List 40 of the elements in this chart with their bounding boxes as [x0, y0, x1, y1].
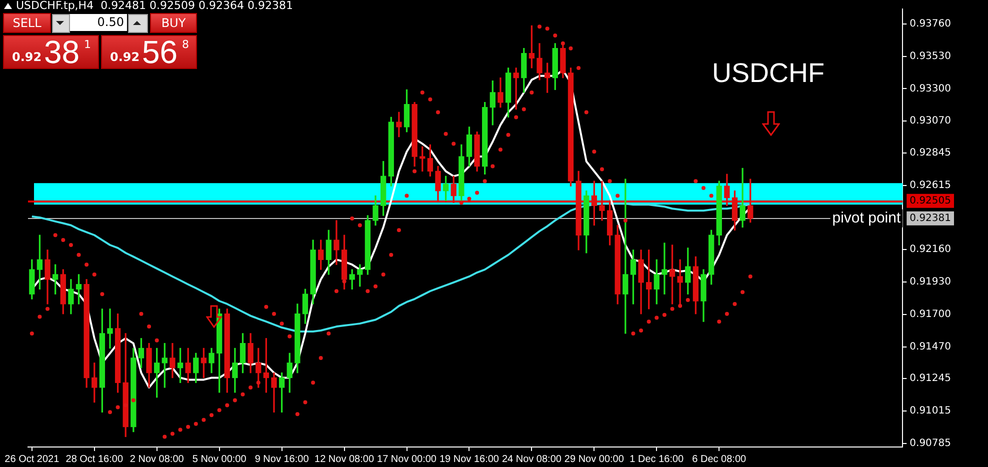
annotation: SELL — [3, 13, 51, 33]
annotation: BUY — [150, 13, 197, 33]
x-tick-label: 9 Nov 16:00 — [254, 454, 310, 465]
y-tick-label: 0.92160 — [910, 244, 952, 256]
x-tick-label: 2 Nov 08:00 — [130, 454, 184, 465]
x-tick-label: 12 Nov 08:00 — [314, 454, 374, 465]
y-tick-label: 0.91245 — [910, 373, 952, 384]
ref-line-label: 0.92505 — [910, 195, 952, 206]
annotation: 56 — [142, 34, 178, 71]
x-tick-label: 6 Dec 08:00 — [692, 454, 747, 465]
annotation: USDCHF — [712, 58, 824, 89]
x-tick-label: 17 Nov 00:00 — [377, 454, 437, 465]
ref-line-label: 0.92381 — [910, 212, 952, 224]
y-tick-label: 0.91015 — [910, 406, 952, 417]
annotation: 8 — [182, 38, 189, 51]
annotation: pivot point — [832, 209, 902, 226]
annotation: 1 — [84, 38, 91, 51]
y-tick-label: 0.91470 — [910, 341, 952, 352]
x-tick-label: 24 Nov 08:00 — [502, 454, 562, 465]
y-tick-label: 0.92845 — [910, 147, 952, 158]
x-tick-label: 26 Oct 2021 — [4, 454, 60, 465]
y-tick-label: 0.91930 — [910, 276, 952, 288]
x-tick-label: 5 Nov 00:00 — [192, 454, 247, 465]
annotation: 38 — [44, 34, 80, 71]
chart-title: USDCHF.tp,H4 0.92481 0.92509 0.92364 0.92381 — [16, 0, 294, 12]
x-tick-label: 29 Nov 00:00 — [564, 454, 624, 465]
y-tick-label: 0.92615 — [910, 180, 952, 191]
y-tick-label: 0.93530 — [910, 50, 952, 62]
y-tick-label: 0.90785 — [910, 438, 952, 450]
annotation: 0.92 — [110, 50, 140, 64]
y-tick-label: 0.93070 — [910, 116, 952, 127]
candlestick — [130, 348, 136, 432]
x-tick-label: 28 Oct 16:00 — [66, 454, 124, 465]
y-tick-label: 0.93300 — [910, 83, 952, 94]
annotation: 0.92 — [12, 50, 42, 64]
x-tick-label: 19 Nov 16:00 — [439, 454, 500, 465]
annotation: 0.50 — [70, 14, 127, 31]
x-tick-label: 1 Dec 16:00 — [630, 454, 684, 465]
y-tick-label: 0.93760 — [910, 18, 952, 30]
y-tick-label: 0.91700 — [910, 308, 952, 320]
